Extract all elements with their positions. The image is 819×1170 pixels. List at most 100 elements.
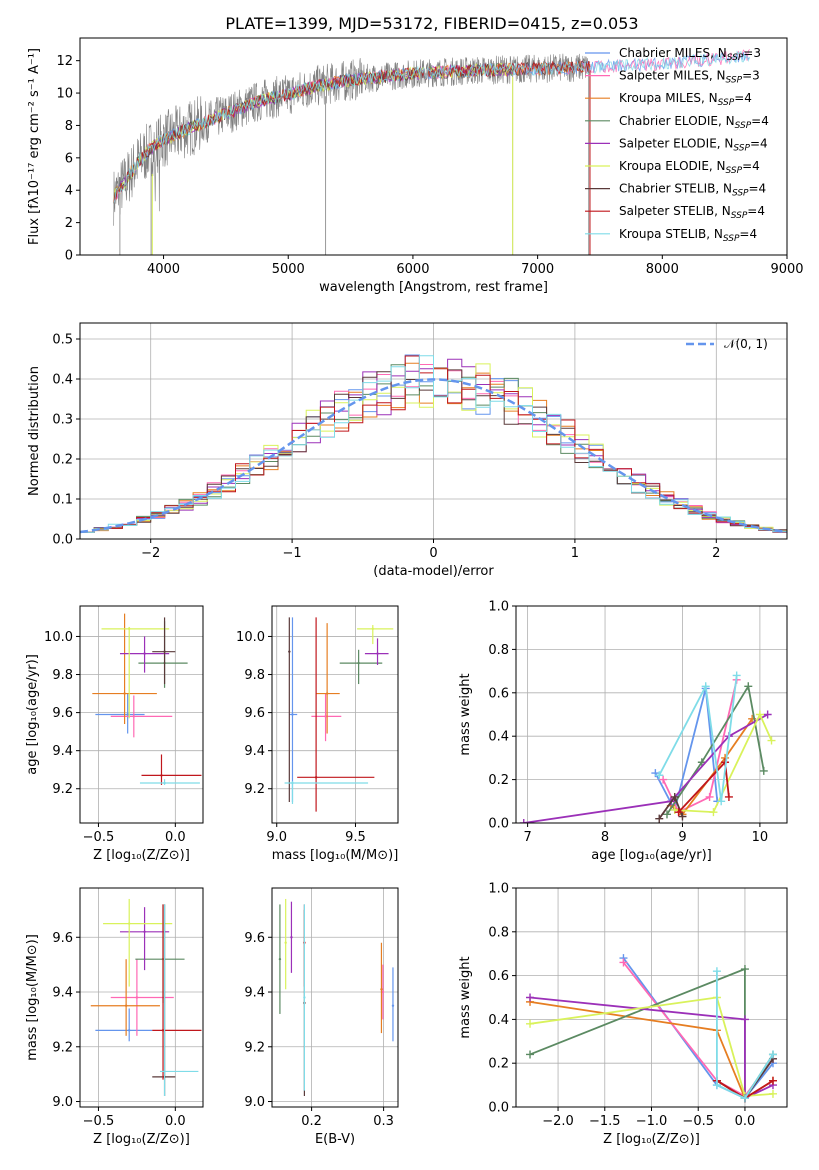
x-axis-label: wavelength [Angstrom, rest frame] — [319, 280, 548, 295]
weight-marker — [526, 1019, 535, 1028]
x-axis-label: age [log₁₀(age/yr)] — [591, 848, 712, 863]
y-tick-label: 0 — [65, 249, 73, 264]
legend-label: Chabrier STELIB, NSSP=4 — [619, 182, 766, 199]
y-tick-label: 0.8 — [488, 643, 509, 658]
axes-frame — [79, 887, 204, 1108]
axes-frame — [515, 887, 788, 1108]
y-tick-label: 0.0 — [488, 817, 509, 832]
x-tick-label: 9000 — [770, 262, 803, 277]
plot-area-residuals — [80, 354, 787, 534]
y-tick-label: 9.2 — [244, 782, 265, 797]
weight-marker — [712, 1081, 721, 1090]
data-point — [314, 776, 318, 779]
legend-label: Salpeter ELODIE, NSSP=4 — [619, 136, 768, 153]
y-tick-label: 0.4 — [488, 730, 509, 745]
data-point — [290, 936, 293, 939]
plot-area-ebv_vs_mass — [278, 898, 395, 1097]
data-point — [288, 650, 291, 653]
y-tick-label: 0.0 — [52, 533, 73, 548]
legend-label: Salpeter MILES, NSSP=3 — [619, 69, 760, 86]
x-tick-label: 8000 — [646, 262, 679, 277]
weight-marker — [526, 993, 535, 1002]
plot-area-age_vs_weight — [519, 671, 776, 823]
x-axis-label: E(B-V) — [315, 1132, 355, 1147]
y-tick-label: 0.6 — [488, 969, 509, 984]
y-tick-label: 9.6 — [52, 706, 73, 721]
data-point — [128, 922, 131, 925]
x-tick-label: −1.5 — [589, 1114, 621, 1129]
y-tick-label: 9.4 — [244, 744, 265, 759]
weight-series — [716, 971, 774, 1100]
y-tick-label: 0.2 — [488, 1057, 509, 1072]
data-point — [161, 1029, 165, 1032]
data-point — [126, 713, 129, 716]
y-tick-label: 0.6 — [488, 686, 509, 701]
data-point — [163, 781, 166, 785]
data-point — [128, 627, 131, 631]
x-tick-label: 0.0 — [165, 830, 186, 845]
legend-label: 𝒩(0, 1) — [724, 337, 768, 351]
y-tick-label: 9.0 — [244, 1095, 265, 1110]
x-tick-label: −2.0 — [542, 1114, 574, 1129]
y-axis-label: mass [log₁₀(M/M⊙)] — [25, 934, 40, 1061]
data-point — [163, 650, 166, 653]
weight-marker — [655, 814, 664, 823]
weight-marker — [768, 1089, 777, 1098]
x-tick-label: 0.0 — [735, 1114, 756, 1129]
x-tick-label: 1 — [571, 546, 579, 561]
legend-label: Chabrier ELODIE, NSSP=4 — [619, 114, 769, 131]
y-axis-label: age [log₁₀(age/yr)] — [25, 654, 40, 775]
plot-area-mass_vs_age — [284, 617, 394, 812]
y-tick-label: 9.6 — [244, 931, 265, 946]
weight-marker — [744, 682, 753, 691]
y-tick-label: 0.2 — [52, 453, 73, 468]
y-tick-label: 8 — [65, 119, 73, 134]
data-point — [291, 713, 294, 716]
y-tick-label: 4 — [65, 184, 73, 199]
model-spectrum — [113, 50, 750, 204]
data-point — [123, 692, 126, 695]
y-axis-label: Flux [fλ10⁻¹⁷ erg cm⁻² s⁻¹ A⁻¹] — [27, 48, 42, 245]
y-tick-label: 9.4 — [52, 986, 73, 1001]
y-tick-label: 0.4 — [488, 1013, 509, 1028]
normal-curve — [80, 378, 787, 534]
plot-area-Z_vs_age — [92, 613, 202, 785]
weight-marker — [755, 710, 764, 719]
x-tick-label: 4000 — [147, 262, 180, 277]
x-tick-label: 8 — [601, 830, 609, 845]
y-tick-label: 9.4 — [52, 744, 73, 759]
y-tick-label: 10 — [56, 87, 73, 102]
weight-marker — [526, 1050, 535, 1059]
data-point — [380, 988, 383, 991]
weight-marker — [732, 671, 741, 680]
x-tick-label: 0 — [429, 546, 437, 561]
y-axis-label: Normed distribution — [27, 366, 42, 496]
y-tick-label: 1.0 — [488, 600, 509, 615]
x-axis-label: Z [log₁₀(Z/Z⊙)] — [603, 1132, 700, 1147]
y-tick-label: 9.8 — [52, 668, 73, 683]
y-axis-label: mass weight — [458, 956, 473, 1038]
weight-marker — [763, 710, 772, 719]
x-tick-label: 10 — [752, 830, 769, 845]
x-tick-label: 7000 — [521, 262, 554, 277]
weight-series — [658, 675, 738, 802]
y-tick-label: 2 — [65, 216, 73, 231]
y-tick-label: 0.5 — [52, 333, 73, 348]
x-tick-label: 0.0 — [165, 1114, 186, 1129]
weight-marker — [740, 965, 749, 974]
x-axis-label: (data-model)/error — [373, 564, 494, 579]
x-tick-label: −0.5 — [682, 1114, 714, 1129]
data-point — [324, 715, 327, 718]
data-point — [357, 661, 360, 665]
data-point — [391, 1004, 395, 1007]
y-tick-label: 0.4 — [52, 373, 73, 388]
legend-label: Kroupa MILES, NSSP=4 — [619, 91, 752, 108]
x-axis-label: Z [log₁₀(Z/Z⊙)] — [93, 848, 190, 863]
figure-title: PLATE=1399, MJD=53172, FIBERID=0415, z=0… — [225, 14, 638, 33]
weight-marker — [768, 1076, 777, 1085]
y-tick-label: 9.2 — [52, 782, 73, 797]
weight-marker — [519, 819, 528, 823]
plot-area-spectrum — [113, 49, 750, 255]
x-tick-label: 6000 — [396, 262, 429, 277]
